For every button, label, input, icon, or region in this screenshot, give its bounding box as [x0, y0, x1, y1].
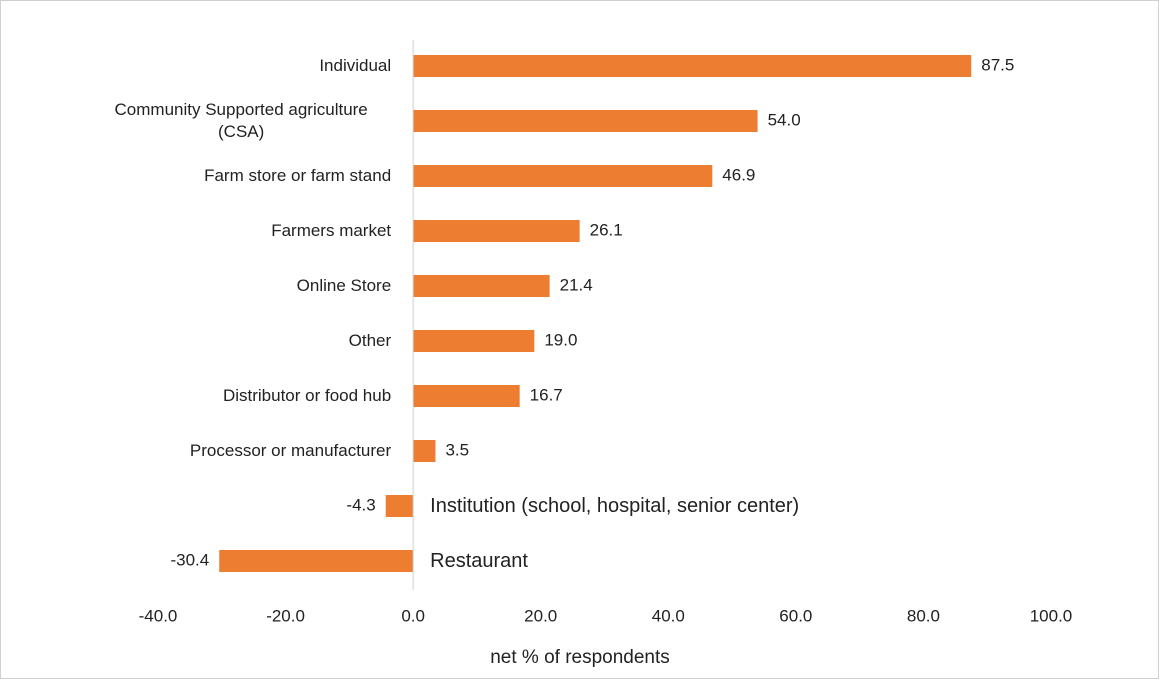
- category-label: Institution (school, hospital, senior ce…: [430, 495, 800, 517]
- data-label: -30.4: [170, 550, 209, 569]
- data-label: 21.4: [560, 275, 593, 294]
- bar: [413, 330, 535, 352]
- category-label: Farmers market: [271, 221, 392, 240]
- x-tick-label: 60.0: [779, 606, 812, 625]
- bar: [413, 385, 520, 407]
- data-label: 46.9: [722, 165, 755, 184]
- bar: [413, 440, 436, 462]
- x-tick-label: 20.0: [524, 606, 557, 625]
- category-label: Online Store: [296, 276, 392, 295]
- x-tick-label: 80.0: [907, 606, 940, 625]
- data-label: 26.1: [590, 220, 623, 239]
- category-label: Community Supported agriculture (CSA): [114, 100, 368, 141]
- data-label: -4.3: [346, 495, 375, 514]
- bar: [413, 275, 550, 297]
- bar: [413, 110, 758, 132]
- bar: [385, 495, 414, 517]
- data-label: 16.7: [530, 385, 563, 404]
- x-tick-label: 0.0: [401, 606, 425, 625]
- category-label: Distributor or food hub: [222, 386, 392, 405]
- bar: [413, 165, 713, 187]
- category-label: Restaurant: [430, 550, 528, 572]
- x-tick-label: -40.0: [139, 606, 178, 625]
- category-label: Other: [348, 331, 392, 350]
- x-tick-label: 40.0: [652, 606, 685, 625]
- bar: [219, 550, 414, 572]
- bar: [413, 220, 580, 242]
- data-label: 54.0: [768, 110, 801, 129]
- x-axis-title: net % of respondents: [490, 647, 670, 668]
- data-label: 19.0: [544, 330, 577, 349]
- bar: [413, 55, 972, 77]
- x-tick-label: 100.0: [1030, 606, 1073, 625]
- category-label: Processor or manufacturer: [189, 441, 392, 460]
- data-label: 3.5: [445, 440, 469, 459]
- x-tick-label: -20.0: [266, 606, 305, 625]
- category-label: Farm store or farm stand: [204, 166, 392, 185]
- data-label: 87.5: [981, 55, 1014, 74]
- category-label: Individual: [319, 56, 392, 75]
